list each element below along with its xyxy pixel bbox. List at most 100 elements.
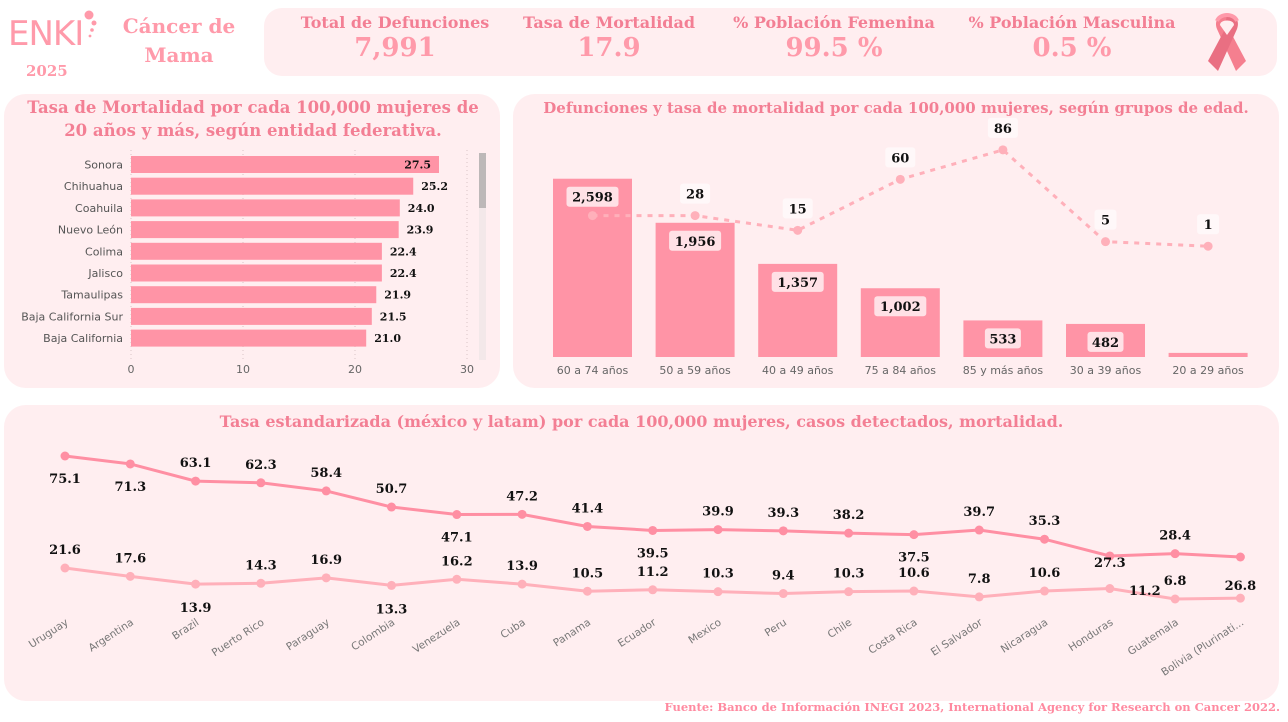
logo-text: ENKI <box>8 14 84 54</box>
data-label: 11.2 <box>1129 584 1161 599</box>
data-label: 22.4 <box>390 245 417 258</box>
kpi-label: % Población Femenina <box>733 13 935 32</box>
kpi-mortality-rate: Tasa de Mortalidad 17.9 <box>504 8 714 63</box>
data-label: 47.1 <box>441 531 473 546</box>
data-label: 16.2 <box>441 554 473 569</box>
kpi-male-pct: % Población Masculina 0.5 % <box>962 8 1182 63</box>
data-point <box>1105 551 1115 561</box>
latam-chart-panel: Tasa estandarizada (méxico y latam) por … <box>4 405 1279 701</box>
data-point <box>125 571 135 581</box>
kpi-label: Tasa de Mortalidad <box>522 13 696 32</box>
data-label: 27.5 <box>404 159 431 172</box>
category-label: 20 a 29 años <box>1172 364 1244 377</box>
data-label: 28 <box>686 188 704 203</box>
data-label: 39.9 <box>702 505 734 520</box>
category-label: Argentina <box>86 616 135 654</box>
category-label: 40 a 49 años <box>762 364 834 377</box>
data-label: 41.4 <box>572 501 604 516</box>
rate-point <box>690 211 700 221</box>
data-point <box>452 510 462 520</box>
data-point <box>191 579 201 589</box>
data-label: 38.2 <box>833 508 865 523</box>
data-label-bg <box>680 183 711 204</box>
rate-point <box>588 211 597 221</box>
category-label: Tamaulipas <box>60 289 123 302</box>
category-label: Venezuela <box>411 616 463 655</box>
category-label: Baja California <box>43 332 123 345</box>
data-label: 16.9 <box>310 553 342 568</box>
x-tick-label: 0 <box>128 363 135 376</box>
data-label-bg <box>669 230 722 251</box>
category-label: Sonora <box>84 159 123 172</box>
states-chart-panel: Tasa de Mortalidad por cada 100,000 muje… <box>4 94 500 388</box>
data-label: 482 <box>1092 336 1119 351</box>
category-label: Chile <box>826 616 855 640</box>
data-point <box>60 451 70 461</box>
data-label: 7.8 <box>968 572 991 587</box>
age-chart-title: Defunciones y tasa de mortalidad por cad… <box>543 99 1249 117</box>
bar <box>1168 352 1248 357</box>
data-label: 75.1 <box>49 472 81 487</box>
data-point <box>1170 594 1180 604</box>
data-label: 15 <box>789 202 807 217</box>
data-label-bg <box>874 296 927 317</box>
data-point <box>1235 552 1245 562</box>
states-chart-title: Tasa de Mortalidad por cada 100,000 muje… <box>27 98 479 140</box>
data-point <box>844 528 854 538</box>
category-label: El Salvador <box>929 616 986 659</box>
data-label-bg <box>782 198 813 219</box>
data-label: 24.0 <box>408 202 435 215</box>
data-point <box>582 586 592 596</box>
detected-cases-line <box>64 454 1241 559</box>
data-label: 14.3 <box>245 558 277 573</box>
category-label: Honduras <box>1067 616 1116 654</box>
bar <box>131 286 377 304</box>
bar <box>131 329 367 347</box>
latam-line-chart: 75.1 71.3 63.1 62.3 58.4 50.7 47.1 47.2 41.4 39.5… <box>27 451 1256 679</box>
data-label-bg <box>566 186 619 207</box>
category-label: Peru <box>763 616 789 639</box>
data-label: 10.3 <box>702 567 734 582</box>
data-point <box>256 578 266 588</box>
kpi-female-pct: % Población Femenina 99.5 % <box>724 8 944 63</box>
data-point <box>648 585 658 595</box>
x-tick-label: 30 <box>460 363 474 376</box>
rate-point <box>793 225 803 235</box>
data-label: 62.3 <box>245 458 277 473</box>
category-label: Nuevo León <box>58 224 123 237</box>
category-label: Paraguay <box>284 616 332 653</box>
category-label: 30 a 39 años <box>1070 364 1142 377</box>
scrollbar-thumb[interactable] <box>479 153 486 208</box>
data-point <box>191 476 201 486</box>
data-point <box>778 589 788 599</box>
data-label-bg <box>1087 331 1124 352</box>
enki-logo: ENKI 2025 <box>6 8 97 80</box>
data-label-bg <box>1094 209 1117 230</box>
data-label: 21.9 <box>384 289 411 302</box>
rate-point <box>1101 237 1110 247</box>
category-label: Cuba <box>498 616 527 641</box>
category-label: Chihuahua <box>64 180 123 193</box>
data-label: 86 <box>994 122 1012 137</box>
data-label: 13.9 <box>180 601 212 616</box>
data-label: 47.2 <box>506 489 538 504</box>
data-label-bg <box>1197 214 1220 235</box>
category-label: Costa Rica <box>866 616 919 656</box>
report-title: Cáncer de Mama <box>122 14 236 67</box>
kpi-value: 99.5 % <box>785 33 883 63</box>
data-label: 37.5 <box>898 551 930 566</box>
scrollbar-track[interactable] <box>479 153 486 360</box>
data-point <box>974 525 984 535</box>
data-label: 25.2 <box>421 180 448 193</box>
rate-point <box>1203 241 1213 251</box>
data-point <box>517 509 527 519</box>
data-point <box>60 563 70 573</box>
x-tick-label: 20 <box>348 363 362 376</box>
x-tick-label: 10 <box>236 363 250 376</box>
data-point <box>909 586 919 596</box>
data-point <box>1040 534 1049 544</box>
data-label: 13.9 <box>506 559 538 574</box>
data-label: 39.3 <box>767 506 799 521</box>
data-point <box>387 580 396 590</box>
category-label: 60 a 74 años <box>557 364 629 377</box>
